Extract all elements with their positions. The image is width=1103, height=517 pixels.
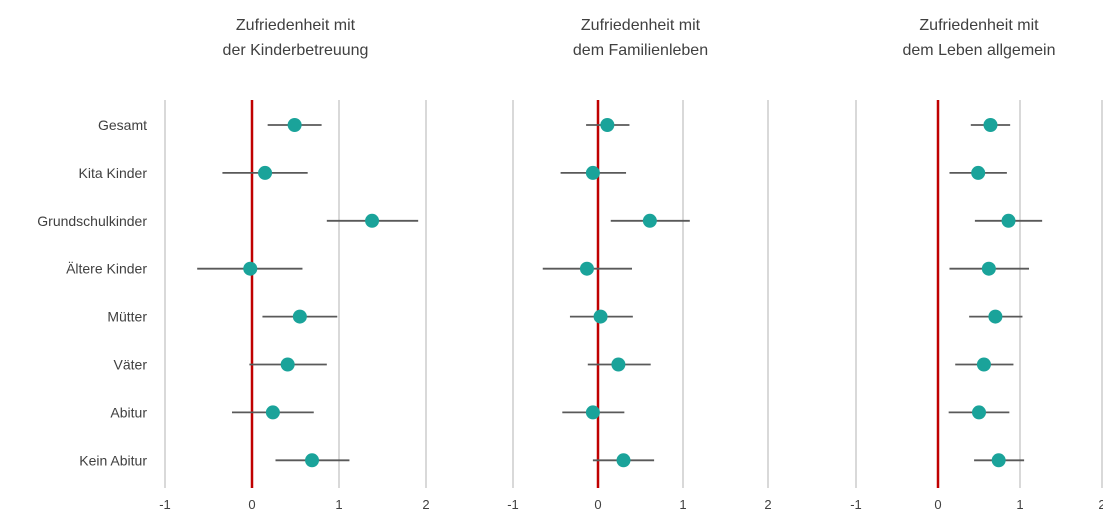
category-label: Väter [114, 357, 148, 373]
x-tick-label: -1 [507, 497, 519, 512]
data-point [287, 118, 302, 132]
data-point [616, 453, 631, 468]
x-tick-label: 1 [335, 497, 342, 512]
panel-title: Zufriedenheit mit [581, 17, 701, 34]
panel-title: dem Familienleben [573, 42, 708, 59]
data-point [585, 405, 600, 420]
x-tick-label: -1 [850, 497, 862, 512]
data-point [305, 453, 320, 468]
data-point [642, 213, 657, 228]
data-point [976, 357, 991, 372]
x-tick-label: 1 [679, 497, 686, 512]
data-point [983, 118, 998, 132]
data-point [981, 261, 996, 276]
data-point [600, 118, 615, 132]
category-label: Grundschulkinder [37, 213, 147, 229]
panel-title: der Kinderbetreuung [223, 42, 369, 59]
data-point [991, 453, 1006, 468]
category-label: Ältere Kinder [66, 261, 147, 277]
data-point [258, 165, 273, 180]
data-point [1001, 213, 1016, 228]
x-tick-label: 0 [934, 497, 941, 512]
x-tick-label: 0 [248, 497, 255, 512]
category-label: Mütter [107, 309, 147, 325]
x-tick-label: 2 [422, 497, 429, 512]
x-tick-label: 2 [764, 497, 771, 512]
panel-title: Zufriedenheit mit [919, 17, 1039, 34]
data-point [292, 309, 307, 324]
category-label: Kein Abitur [79, 452, 147, 468]
data-point [579, 261, 594, 276]
data-point [972, 405, 986, 420]
category-label: Gesamt [98, 117, 147, 133]
category-label: Kita Kinder [79, 165, 148, 181]
panel-title: Zufriedenheit mit [236, 17, 356, 34]
data-point [988, 309, 1003, 324]
data-point [585, 165, 600, 180]
data-point [265, 405, 280, 420]
x-tick-label: -1 [159, 497, 171, 512]
data-point [365, 213, 380, 228]
x-tick-label: 0 [594, 497, 601, 512]
x-tick-label: 1 [1016, 497, 1023, 512]
data-point [280, 357, 295, 372]
data-point [593, 309, 608, 324]
data-point [243, 261, 258, 276]
data-point [971, 165, 986, 180]
category-label: Abitur [110, 404, 147, 420]
data-point [611, 357, 626, 372]
panel-title: dem Leben allgemein [903, 42, 1056, 59]
x-tick-label: 2 [1098, 497, 1103, 512]
